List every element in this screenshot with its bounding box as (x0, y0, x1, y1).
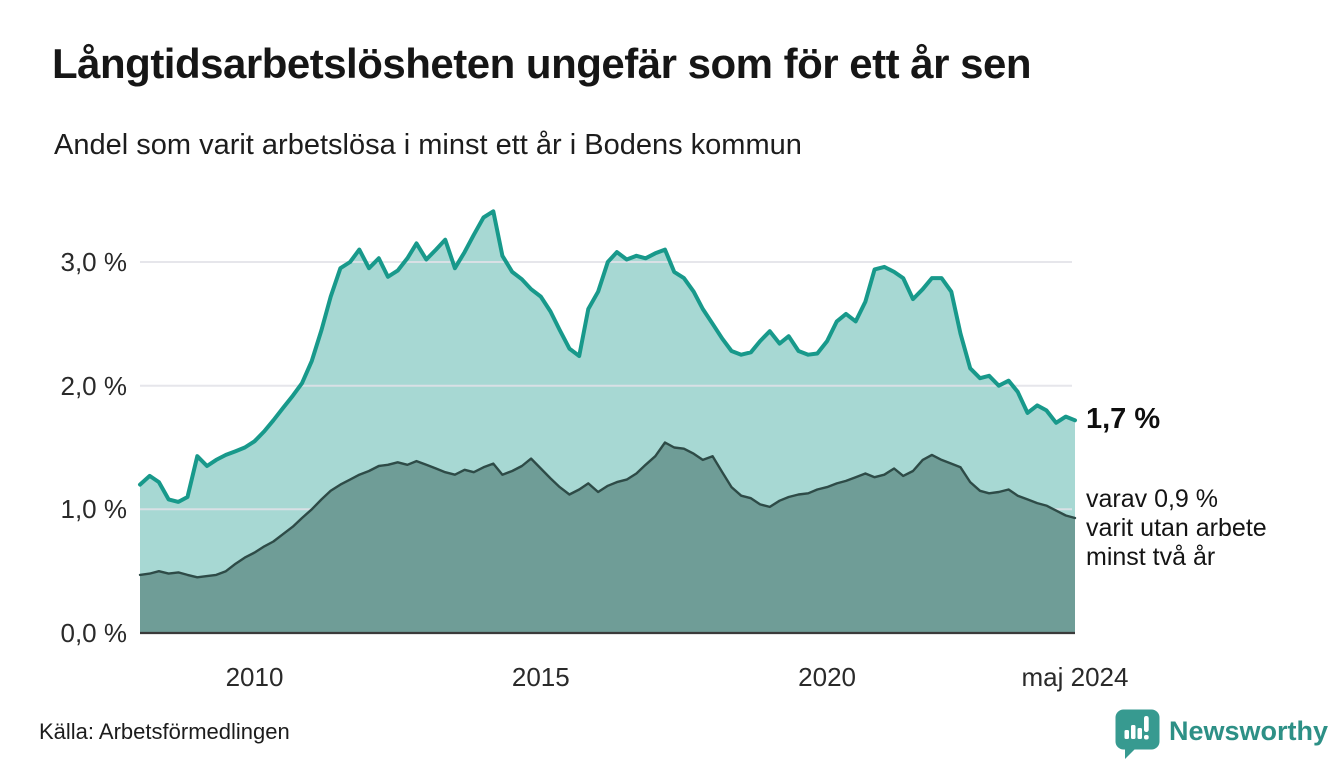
x-axis-tick-label: maj 2024 (1021, 662, 1129, 692)
annotation-two-year-note: varav 0,9 % varit utan arbete minst två … (1086, 485, 1267, 572)
annotation-note-line-2: varit utan arbete (1086, 514, 1267, 542)
y-axis-tick-label: 2,0 % (60, 370, 128, 401)
page-subtitle: Andel som varit arbetslösa i minst ett å… (54, 129, 802, 161)
branding-logo: Newsworthy (1114, 708, 1328, 760)
annotation-note-line-3: minst två år (1086, 543, 1216, 571)
y-axis-tick-label: 3,0 % (60, 246, 128, 277)
y-axis-tick-label: 0,0 % (60, 618, 128, 648)
y-axis-tick-label: 1,0 % (60, 494, 128, 525)
x-axis-tick-label: 2010 (225, 662, 284, 692)
annotation-latest-total: 1,7 % (1086, 403, 1161, 435)
page-title: Långtidsarbetslösheten ungefär som för e… (52, 40, 1032, 87)
branding-wordmark: Newsworthy (1169, 715, 1329, 746)
x-axis-tick-label: 2020 (798, 662, 857, 692)
annotation-note-line-1: varav 0,9 % (1086, 485, 1219, 513)
newsworthy-bubble-barchart-icon (1115, 709, 1160, 759)
source-note: Källa: Arbetsförmedlingen (39, 719, 290, 744)
x-axis-tick-label: 2015 (511, 662, 570, 692)
